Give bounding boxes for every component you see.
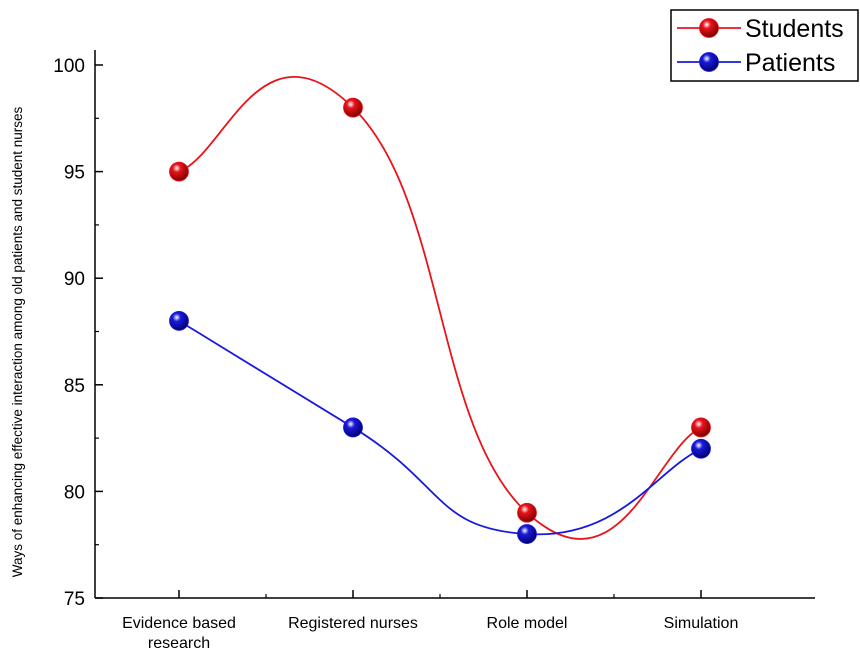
y-tick-label: 90	[64, 269, 85, 290]
y-tick-label: 80	[64, 482, 85, 503]
x-ticks: Evidence based research Registered nurses R…	[122, 590, 738, 652]
x-tick-label: research	[148, 635, 210, 652]
series-line-patients	[178, 320, 702, 536]
data-point-patients	[517, 524, 537, 544]
x-tick-label: Simulation	[664, 615, 739, 632]
data-point-students	[169, 161, 189, 182]
legend-marker-patients	[699, 52, 719, 72]
y-tick-label: 100	[53, 56, 85, 77]
legend: Students Patients	[670, 9, 859, 82]
series-markers-students	[169, 97, 711, 523]
series-line-students	[178, 76, 702, 540]
series-layer	[169, 76, 711, 544]
series-markers-patients	[169, 310, 711, 544]
series-students	[178, 76, 702, 540]
data-point-students	[343, 97, 363, 118]
x-tick-label: Registered nurses	[288, 615, 418, 632]
axes	[94, 50, 815, 599]
data-point-patients	[343, 417, 363, 438]
legend-marker-students	[699, 18, 719, 38]
y-ticks: 75 80 85 90 95 100	[53, 56, 103, 610]
data-point-students	[517, 502, 537, 523]
x-tick-label: Role model	[487, 615, 568, 632]
legend-label-students: Students	[745, 15, 844, 43]
data-point-students	[691, 417, 711, 438]
y-tick-label: 85	[64, 376, 85, 397]
data-point-patients	[691, 438, 711, 459]
legend-label-patients: Patients	[745, 49, 835, 77]
series-patients	[178, 320, 702, 536]
y-axis-label: Ways of enhancing effective interaction …	[10, 106, 25, 577]
x-tick-label: Evidence based	[122, 615, 236, 632]
y-tick-label: 95	[64, 163, 85, 184]
y-tick-label: 75	[64, 589, 85, 610]
data-point-patients	[169, 310, 189, 331]
